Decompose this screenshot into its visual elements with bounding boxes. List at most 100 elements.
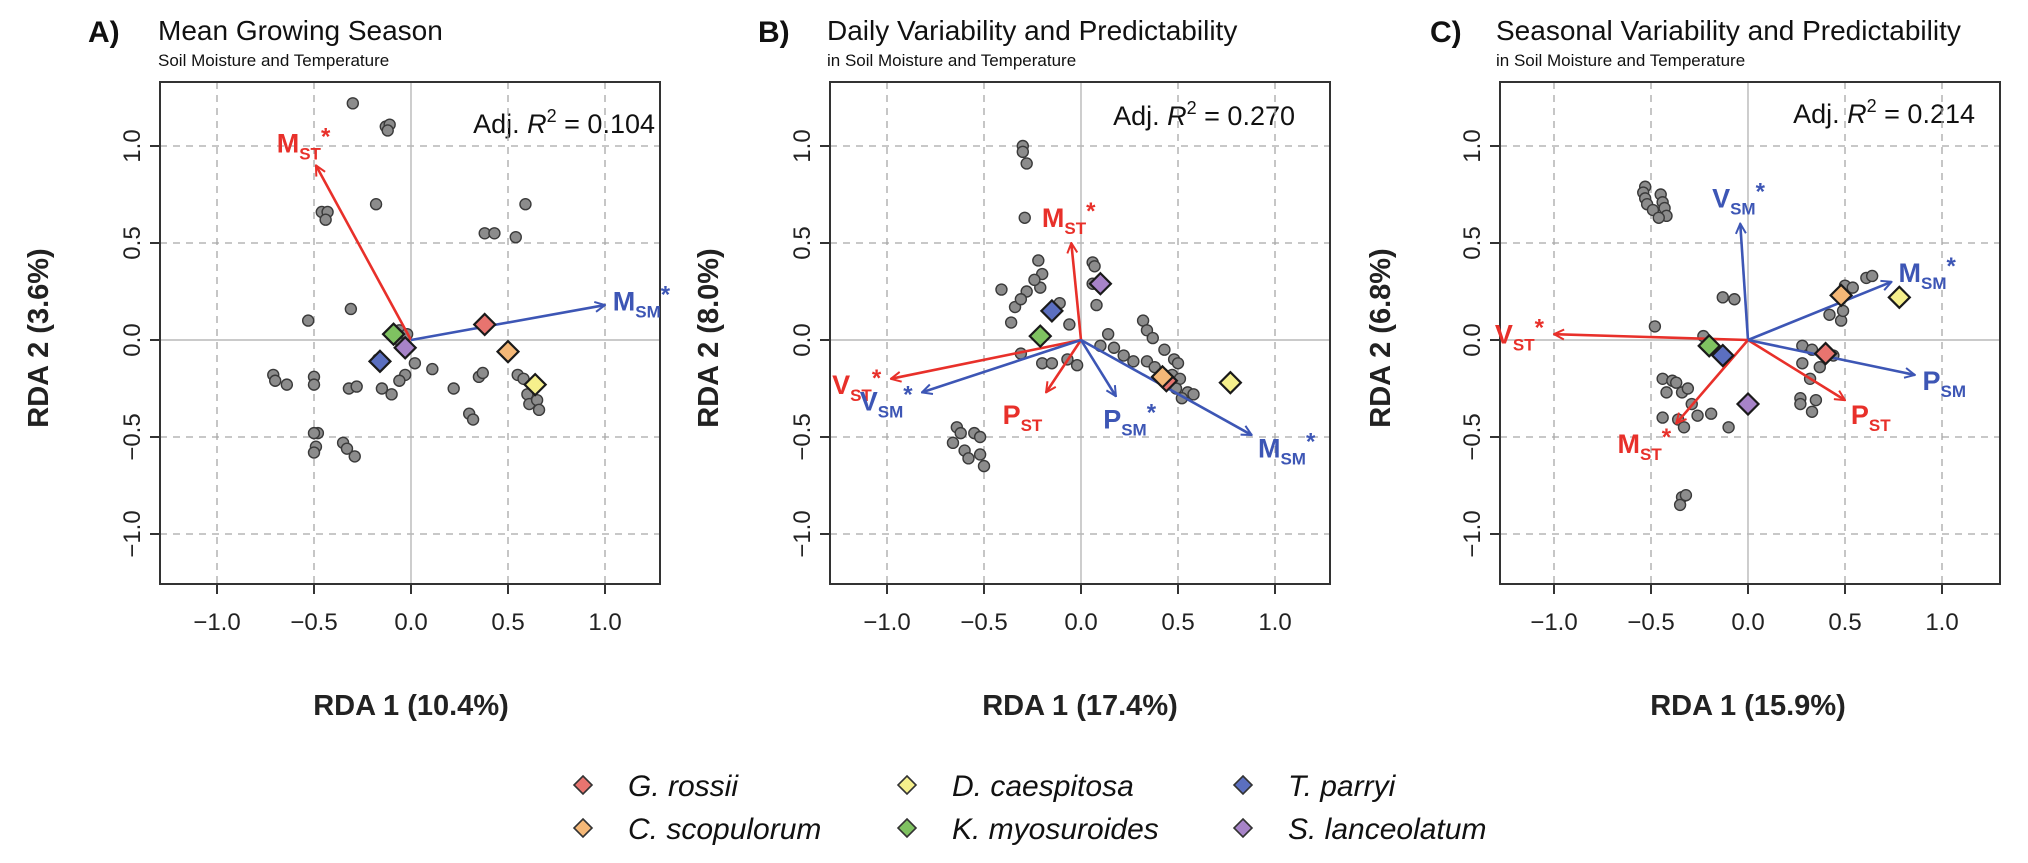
- site-point: [1146, 331, 1159, 345]
- y-tick-label: 1.0: [789, 129, 816, 162]
- legend-swatch: [896, 774, 918, 796]
- legend-swatch: [896, 817, 918, 839]
- env-vector-label: MST*: [277, 124, 331, 164]
- site-point: [1070, 359, 1084, 372]
- site-point: [532, 403, 546, 417]
- site-point: [1045, 357, 1059, 370]
- y-tick-label: −0.5: [789, 413, 816, 460]
- env-vector-label: VSM*: [860, 382, 914, 422]
- species-centroid: [1697, 333, 1722, 358]
- x-axis-label: RDA 1 (15.9%): [1650, 690, 1846, 722]
- site-point: [1101, 327, 1115, 341]
- legend-item: C. scopulorum: [572, 813, 821, 846]
- legend-item: T. parryi: [1232, 770, 1397, 803]
- site-point: [1028, 273, 1041, 287]
- legend-swatch: [572, 817, 594, 839]
- site-point: [466, 413, 480, 426]
- legend-item: D. caespitosa: [896, 770, 1134, 803]
- species-legend: G. rossii C. scopulorum D. caespitosa K. my…: [572, 770, 1486, 846]
- site-point: [1728, 293, 1741, 306]
- site-point: [946, 436, 960, 450]
- y-tick-label: 1.0: [119, 129, 146, 162]
- site-point: [301, 314, 315, 327]
- y-tick-label: 0.5: [119, 226, 146, 259]
- site-point: [1796, 357, 1809, 370]
- site-point: [340, 442, 354, 455]
- legend-label: S. lanceolatum: [1288, 813, 1486, 846]
- legend-label: D. caespitosa: [952, 770, 1134, 803]
- site-point: [1088, 260, 1101, 273]
- adj-r2-label: Adj. R2 = 0.214: [1793, 96, 1975, 129]
- site-point: [1127, 355, 1140, 368]
- x-tick-label: 1.0: [1258, 609, 1291, 636]
- site-point: [1809, 393, 1823, 407]
- site-point: [519, 197, 532, 211]
- site-point: [1032, 254, 1045, 267]
- legend-item: G. rossii: [572, 770, 739, 803]
- species-centroid: [1710, 343, 1735, 368]
- legend-swatch: [572, 774, 594, 796]
- site-point: [995, 283, 1008, 296]
- plot-area: [1499, 81, 2001, 585]
- site-point: [385, 388, 398, 401]
- env-vector-arrow: [891, 338, 1082, 379]
- env-vector-label: VST*: [1495, 314, 1545, 354]
- x-tick-label: 1.0: [1925, 609, 1958, 636]
- x-tick-label: −0.5: [960, 609, 1007, 636]
- x-tick-label: −1.0: [193, 609, 240, 636]
- site-point: [509, 230, 522, 244]
- species-centroid: [1887, 285, 1912, 310]
- y-tick-label: 0.0: [789, 323, 816, 356]
- site-point: [973, 430, 987, 444]
- site-point: [307, 426, 321, 440]
- site-point: [1652, 211, 1665, 224]
- legend-label: G. rossii: [628, 770, 739, 803]
- site-point: [447, 382, 460, 395]
- env-vector-label: VST*: [832, 365, 882, 405]
- site-point: [1090, 298, 1103, 312]
- x-tick-label: 0.0: [1731, 609, 1764, 636]
- species-centroid: [393, 335, 418, 360]
- env-vector-label: MST*: [1042, 198, 1096, 238]
- site-point: [1187, 388, 1200, 401]
- site-point: [393, 374, 406, 387]
- site-point: [962, 452, 975, 465]
- panel-label: B): [758, 16, 790, 49]
- site-point: [350, 380, 363, 393]
- y-tick-label: 0.5: [789, 226, 816, 259]
- env-vector-arrow: [1740, 224, 1750, 341]
- y-tick-label: 0.5: [1459, 226, 1486, 259]
- site-point: [319, 213, 332, 226]
- y-tick-label: 0.0: [1459, 323, 1486, 356]
- panel-label: C): [1430, 16, 1462, 49]
- site-point: [1681, 382, 1695, 395]
- y-tick-label: −1.0: [119, 510, 146, 557]
- x-tick-label: −0.5: [290, 609, 337, 636]
- site-point: [1158, 343, 1171, 356]
- env-vector-label: VSM*: [1712, 179, 1766, 219]
- species-centroid: [367, 349, 393, 374]
- env-vector-arrow: [1676, 339, 1749, 423]
- y-axis-label: RDA 2 (6.8%): [1365, 248, 1397, 427]
- x-tick-label: 0.5: [1828, 609, 1861, 636]
- site-point: [1014, 293, 1028, 306]
- env-vector-label: MSM*: [1899, 253, 1957, 293]
- site-point: [1679, 489, 1693, 502]
- species-centroid: [381, 322, 406, 347]
- plot-area: [829, 81, 1331, 585]
- site-point: [269, 374, 282, 387]
- x-tick-label: −1.0: [863, 609, 910, 636]
- x-tick-label: −0.5: [1627, 609, 1674, 636]
- site-point: [1704, 407, 1718, 420]
- y-tick-label: 1.0: [1459, 129, 1486, 162]
- site-point: [1846, 281, 1859, 294]
- site-point: [1171, 357, 1185, 370]
- env-vector-label: PSM: [1923, 366, 1967, 401]
- env-vector-arrow: [1046, 339, 1083, 392]
- species-centroid: [1088, 271, 1113, 296]
- site-point: [1063, 318, 1076, 331]
- y-tick-label: −0.5: [1459, 413, 1486, 460]
- legend-label: K. myosuroides: [952, 813, 1159, 846]
- y-tick-label: 0.0: [119, 323, 146, 356]
- env-vector-arrow: [1071, 243, 1083, 341]
